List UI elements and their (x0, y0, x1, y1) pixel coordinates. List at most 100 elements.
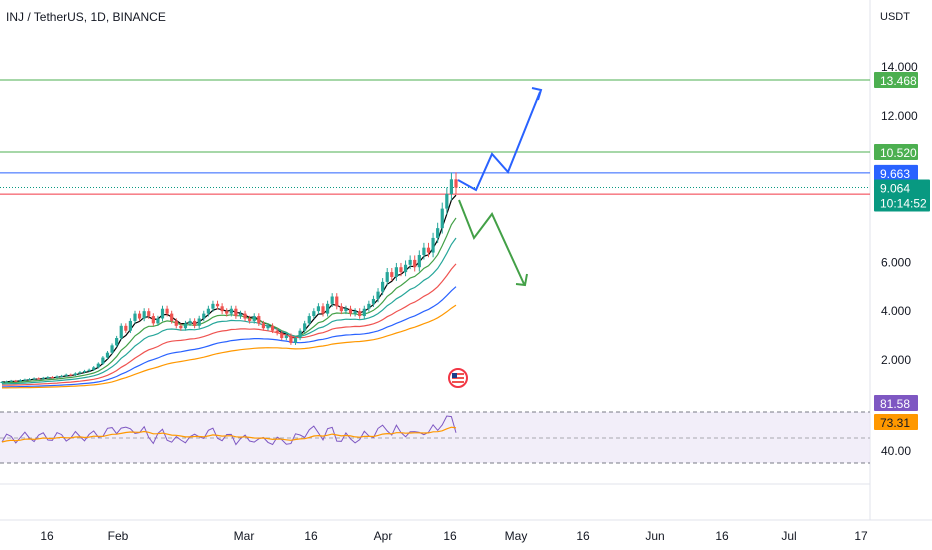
candle (55, 376, 59, 378)
candle (234, 308, 238, 317)
ema-mid1-line (1, 217, 457, 384)
candle (73, 373, 77, 376)
candle (87, 369, 91, 371)
last-price-value: 9.064 (880, 182, 910, 196)
candle (193, 320, 197, 326)
candle (307, 316, 311, 324)
candle (82, 370, 87, 373)
candle (284, 335, 288, 339)
candle (293, 338, 298, 343)
ema-slow1-line (2, 263, 457, 386)
candle (206, 308, 210, 314)
ema-mid2-line (1, 237, 457, 385)
candle (403, 264, 408, 273)
candle (4, 381, 9, 383)
candle (110, 345, 114, 353)
candle (303, 323, 307, 331)
candle (133, 313, 137, 321)
rsi-value-badge-text: 81.58 (880, 397, 910, 411)
candle (362, 308, 366, 317)
candle (115, 338, 119, 346)
price-tick-label: 2.000 (881, 353, 911, 367)
time-tick-label: Mar (234, 529, 255, 543)
candle (243, 313, 247, 319)
candle (229, 308, 233, 314)
candle (417, 255, 421, 268)
candle (96, 363, 100, 368)
candle (252, 316, 256, 321)
candle (316, 306, 321, 312)
candle (142, 311, 146, 319)
candle (27, 379, 32, 381)
rsi-line (1, 415, 457, 446)
time-tick-label: 16 (576, 529, 590, 543)
candle (220, 306, 224, 312)
rsi-ma-badge[interactable] (874, 414, 918, 430)
candle (440, 208, 444, 229)
candle (339, 306, 343, 312)
candle (394, 267, 398, 277)
level-badge-2[interactable] (874, 164, 918, 181)
price-tick-label: 12.000 (881, 109, 918, 123)
price-tick-label: 14.000 (881, 60, 918, 74)
candle (188, 320, 192, 324)
candle (101, 357, 105, 364)
candle (64, 374, 68, 376)
bullish-projection-path[interactable] (457, 91, 541, 192)
level-badge-1[interactable] (874, 143, 918, 160)
candle (431, 237, 435, 253)
time-tick-label: Jun (645, 529, 664, 543)
ema-slowest-line (2, 304, 457, 389)
candle (160, 308, 165, 319)
candle (202, 313, 206, 319)
candle (124, 325, 128, 331)
candle (280, 333, 284, 339)
level-badge-1-text: 10.520 (880, 146, 917, 160)
candle (358, 311, 362, 317)
candle (399, 267, 403, 273)
candle (156, 318, 160, 324)
us-flag-event-icon[interactable] (448, 368, 468, 388)
candle (330, 296, 334, 304)
candle (92, 367, 96, 370)
candle (179, 325, 183, 329)
candle (325, 303, 330, 314)
price-tick-label: 4.000 (881, 304, 911, 318)
time-tick-label: 16 (443, 529, 457, 543)
candle (390, 272, 394, 277)
candle (436, 228, 440, 238)
candle (174, 320, 178, 326)
time-tick-label: Apr (374, 529, 393, 543)
candle (50, 377, 55, 379)
candle (151, 316, 155, 324)
candle (69, 374, 73, 376)
candle (238, 313, 243, 317)
price-unit-label: USDT (880, 11, 910, 23)
time-tick-label: 16 (304, 529, 318, 543)
bearish-projection-path[interactable] (458, 199, 525, 285)
candle (225, 311, 229, 314)
rsi-value-badge[interactable] (874, 395, 918, 411)
candle (335, 296, 339, 307)
candle (422, 247, 426, 256)
time-tick-label: May (505, 529, 528, 543)
candle (408, 259, 412, 265)
candle (445, 193, 449, 209)
candle (41, 377, 45, 379)
candle (261, 323, 265, 329)
level-badge-0[interactable] (874, 71, 918, 88)
candle (170, 313, 174, 321)
candle (211, 303, 215, 309)
bullish-projection-arrowhead (531, 87, 543, 101)
candle (18, 380, 22, 382)
candle (312, 311, 316, 317)
candle (275, 330, 279, 334)
time-tick-label: 17 (854, 529, 868, 543)
last-price-badge[interactable] (874, 179, 930, 212)
chart-title: INJ / TetherUS, 1D, BINANCE (6, 10, 166, 24)
candle (289, 335, 293, 343)
candle (257, 316, 261, 324)
candle (46, 377, 50, 379)
candle (14, 380, 18, 382)
